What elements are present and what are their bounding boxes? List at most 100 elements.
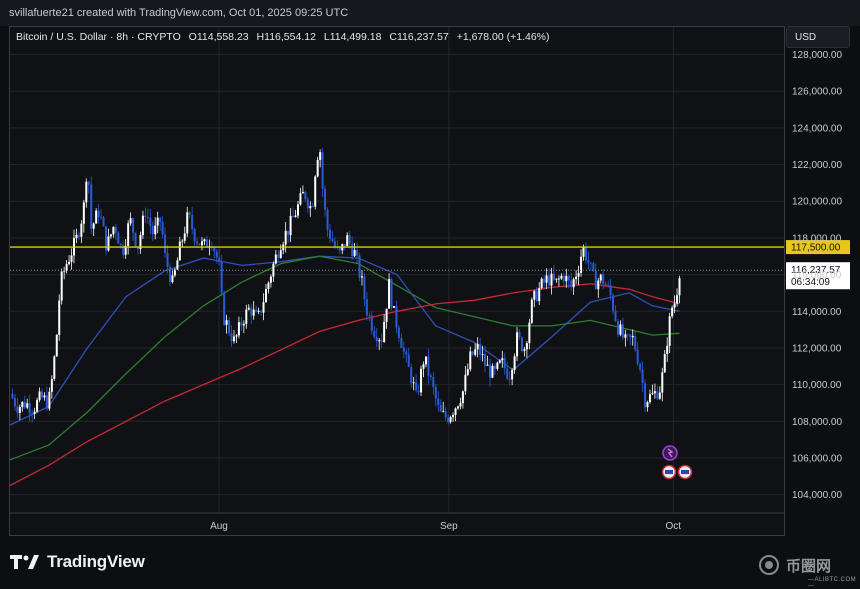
candle-up xyxy=(267,282,270,290)
candle-up xyxy=(21,401,24,408)
candle-down xyxy=(100,217,103,218)
y-axis[interactable]: 128,000.00 126,000.00 124,000.00 122,000.00… xyxy=(792,50,842,501)
candle-up xyxy=(141,215,144,236)
candle-down xyxy=(326,209,329,230)
candle-down xyxy=(607,285,610,286)
candle-up xyxy=(538,287,541,302)
candle-down xyxy=(570,280,573,288)
candle-down xyxy=(616,321,619,335)
chart-area[interactable] xyxy=(9,26,785,536)
candle-down xyxy=(151,226,154,235)
candle-up xyxy=(124,245,127,255)
x-tick-label: Aug xyxy=(210,521,228,532)
economic-event-icon[interactable] xyxy=(662,445,678,461)
candle-down xyxy=(434,387,437,399)
symbol-title[interactable]: Bitcoin / U.S. Dollar · 8h · CRYPTO xyxy=(16,31,181,43)
candle-down xyxy=(348,235,351,244)
candle-down xyxy=(104,226,107,251)
candle-down xyxy=(535,290,538,302)
candle-up xyxy=(269,276,272,283)
candle-down xyxy=(144,215,147,218)
moving-averages xyxy=(9,255,680,487)
candle-down xyxy=(427,356,430,376)
candle-up xyxy=(486,364,489,366)
candle-up xyxy=(173,269,176,276)
candle-down xyxy=(373,330,376,337)
candle-up xyxy=(449,417,452,423)
candle-down xyxy=(602,274,605,284)
candle-up xyxy=(528,322,531,344)
last-price-tag xyxy=(786,262,850,290)
x-axis[interactable]: Aug Sep Oct xyxy=(10,512,784,532)
candle-down xyxy=(23,401,26,408)
candle-down xyxy=(331,239,334,242)
event-markers[interactable] xyxy=(661,445,693,480)
candle-up xyxy=(252,309,255,316)
candle-down xyxy=(146,217,149,218)
candle-down xyxy=(102,217,105,227)
candle-down xyxy=(397,327,400,339)
candle-up xyxy=(178,241,181,261)
candle-down xyxy=(13,398,16,407)
candle-down xyxy=(488,364,491,378)
y-tick-label: 116,000.00 xyxy=(792,270,842,281)
candle-up xyxy=(95,210,98,224)
candle-up xyxy=(60,271,63,301)
x-tick-label: Oct xyxy=(666,521,682,532)
candle-up xyxy=(360,276,363,278)
candle-up xyxy=(70,255,73,262)
candle-up xyxy=(203,239,206,242)
candle-down xyxy=(90,184,93,229)
candle-down xyxy=(520,337,523,351)
candle-up xyxy=(316,159,319,177)
candle-up xyxy=(245,309,248,324)
candle-down xyxy=(656,391,659,399)
brand-logo: TradingView xyxy=(10,552,145,572)
candle-up xyxy=(523,349,526,351)
candle-up xyxy=(452,414,455,418)
candle-down xyxy=(415,382,418,391)
candle-up xyxy=(678,278,681,296)
candle-up xyxy=(666,345,669,354)
candle-up xyxy=(424,356,427,365)
last-price-label: 116,237.57 xyxy=(791,265,841,276)
candle-down xyxy=(479,343,482,355)
low-value: 114,499.18 xyxy=(329,31,382,43)
candle-up xyxy=(92,223,95,229)
candle-up xyxy=(171,275,174,283)
candle-up xyxy=(653,391,656,394)
candle-up xyxy=(296,204,299,216)
candle-up xyxy=(38,391,41,401)
candle-up xyxy=(540,278,543,288)
candle-down xyxy=(363,276,366,300)
candle-down xyxy=(119,243,122,245)
candle-up xyxy=(383,321,386,342)
event-flag-icon[interactable] xyxy=(677,464,693,480)
candle-down xyxy=(193,228,196,242)
candle-down xyxy=(333,241,336,247)
candle-up xyxy=(555,278,558,280)
close-label: C xyxy=(389,31,397,43)
candle-down xyxy=(16,406,19,413)
candle-up xyxy=(186,212,189,234)
candle-down xyxy=(594,270,597,290)
candle-down xyxy=(410,366,413,384)
candle-down xyxy=(198,243,201,246)
candle-up xyxy=(646,402,649,408)
candle-down xyxy=(45,395,48,409)
candle-down xyxy=(365,299,368,316)
candle-down xyxy=(609,285,612,296)
event-flag-icon[interactable] xyxy=(661,464,677,480)
candle-up xyxy=(55,334,58,357)
y-tick-label: 120,000.00 xyxy=(792,197,842,208)
candle-down xyxy=(629,334,632,338)
close-value: 116,237.57 xyxy=(396,31,449,43)
open-value: 114,558.23 xyxy=(196,31,249,43)
header-bar: svillafuerte21 created with TradingView.… xyxy=(0,0,860,26)
candle-up xyxy=(82,202,85,224)
candle-up xyxy=(511,369,514,380)
watermark-text: 币圈网 xyxy=(786,557,832,575)
currency-selector[interactable]: USD xyxy=(786,26,850,48)
